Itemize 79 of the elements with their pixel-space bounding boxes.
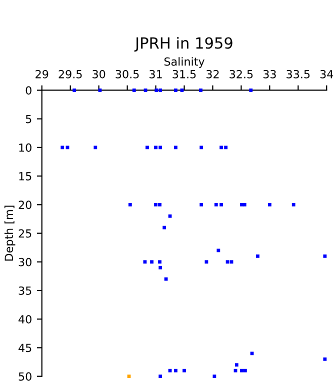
point	[250, 352, 254, 356]
point	[212, 374, 216, 378]
point	[132, 88, 136, 92]
x-tick-label: 29	[36, 70, 48, 78]
point	[144, 88, 148, 92]
y-tick-label: 20	[18, 200, 32, 210]
point	[323, 254, 327, 258]
point	[240, 368, 244, 372]
point	[158, 88, 162, 92]
x-tick-label: 32	[206, 70, 219, 78]
y-tick-label: 45	[18, 344, 32, 352]
point	[154, 202, 158, 206]
point	[94, 146, 98, 150]
point	[168, 368, 172, 372]
y-tick-label: 50	[18, 372, 32, 381]
point	[200, 146, 204, 150]
point	[164, 277, 168, 281]
point	[199, 88, 202, 92]
point	[249, 88, 253, 92]
point	[162, 226, 166, 230]
y-tick-label: 5	[26, 114, 32, 124]
y-tick-label: 10	[19, 143, 32, 152]
point	[204, 260, 208, 264]
point	[158, 202, 162, 206]
point	[220, 146, 223, 150]
point	[174, 88, 178, 92]
point	[128, 202, 132, 206]
y-tick-label: 30	[18, 258, 32, 266]
point	[143, 260, 147, 264]
point	[234, 363, 238, 367]
point	[127, 374, 131, 378]
x-tick-label: 32.5	[230, 70, 253, 78]
x-tick-label: 29.5	[58, 70, 82, 78]
point	[158, 146, 162, 150]
point	[234, 368, 238, 372]
chart-title: JPRH in 1959	[134, 36, 232, 52]
point	[174, 368, 178, 372]
x-tick-label: 34	[320, 70, 334, 78]
point	[158, 260, 162, 264]
point	[98, 88, 102, 92]
point	[200, 202, 204, 206]
point	[72, 88, 76, 92]
point	[256, 254, 260, 258]
x-tick-label: 31.5	[172, 70, 196, 78]
point	[220, 202, 223, 206]
point	[150, 260, 154, 264]
point	[146, 146, 149, 150]
point	[158, 374, 162, 378]
point	[224, 146, 228, 150]
y-tick-label: 25	[18, 229, 32, 238]
point	[216, 248, 220, 252]
x-tick-label: 31	[150, 70, 162, 78]
point	[226, 260, 230, 264]
y-tick-label: 40	[18, 315, 32, 324]
y-tick-label: 0	[26, 86, 32, 95]
point	[154, 146, 158, 150]
point	[230, 260, 234, 264]
point	[214, 202, 218, 206]
y-tick-label: 15	[19, 172, 32, 180]
x-tick-label: 30.5	[116, 70, 139, 78]
y-tick-label: 35	[18, 286, 32, 295]
point	[158, 266, 162, 270]
x-tick-label: 33.5	[286, 70, 310, 78]
point	[180, 88, 184, 92]
point	[174, 146, 178, 150]
point	[182, 368, 186, 372]
point	[168, 214, 172, 218]
x-tick-label: 30	[92, 70, 106, 78]
y-axis-title: Depth [m]	[4, 206, 16, 261]
x-tick-label: 33	[263, 70, 276, 78]
point	[154, 88, 158, 92]
point	[268, 202, 272, 206]
point	[243, 368, 247, 372]
point	[240, 202, 244, 206]
point	[60, 146, 64, 150]
point	[242, 202, 246, 206]
point	[323, 357, 327, 361]
x-axis-title: Salinity	[164, 57, 204, 68]
point	[292, 202, 296, 206]
